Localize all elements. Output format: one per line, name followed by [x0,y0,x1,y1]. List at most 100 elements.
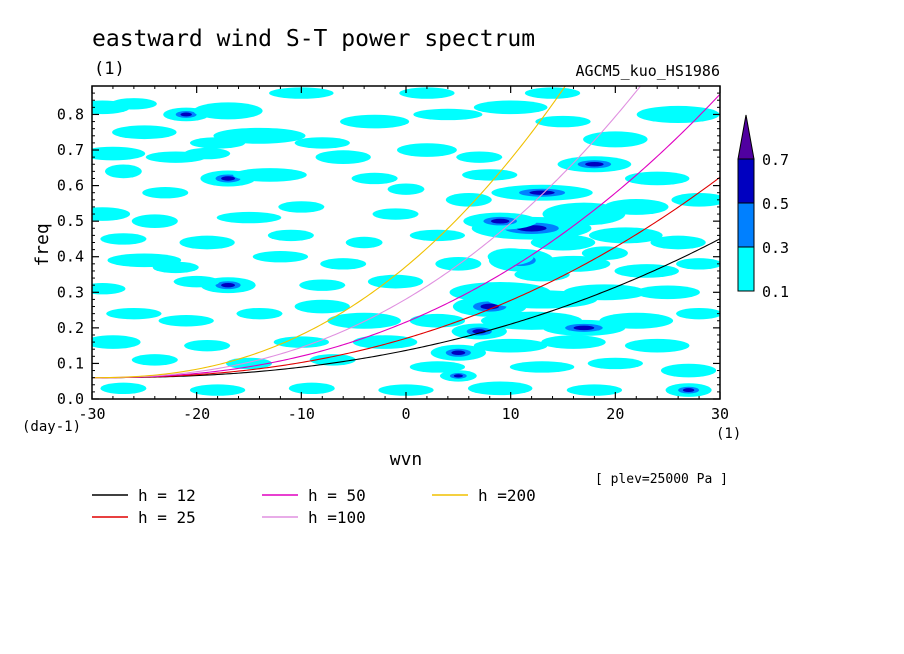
contour-blob-18 [583,131,648,148]
contour-blob-100 [269,87,334,99]
contour-blob-27-core [529,190,555,195]
model-label: AGCM5_kuo_HS1986 [576,62,721,80]
contour-blob-68 [236,307,283,320]
y-tick-label: 0.8 [57,105,84,123]
y-tick-label: 0.6 [57,177,84,195]
contour-blob-58 [173,275,220,288]
contour-blob-32 [372,208,419,220]
legend-label-h50: h = 50 [308,486,366,505]
contour-blob-12 [92,146,146,161]
contour-blob-95 [378,384,434,396]
x-unit-label: (1) [716,426,741,442]
contour-blob-29 [131,214,178,228]
contour-blob-23 [351,172,398,185]
contour-blob-49 [152,261,199,274]
contour-blob-41 [267,229,314,242]
contour-blob-99 [524,87,581,99]
contour-blob-11 [535,115,591,128]
y-tick-label: 0.5 [57,212,84,230]
contour-blob-22 [233,168,307,182]
contour-blob-21-core [221,176,235,181]
x-tick-label: 30 [711,405,729,423]
contour-blob-8 [340,114,410,129]
contour-blob-92 [100,382,147,395]
colorbar-segment-0 [737,246,755,292]
dispersion-curves-layer [92,86,720,379]
contour-blob-38-core [490,218,510,224]
contour-blob-86 [309,354,356,366]
curve-legend: h = 12 h = 25 h = 50 h =100 h =200 [92,486,536,527]
contour-blob-35 [604,198,669,215]
contour-blob-16 [396,143,457,157]
contour-blob-25-core [585,162,604,167]
contour-blob-65 [635,285,700,300]
y-tick-label: 0.3 [57,283,84,301]
y-tick-label: 0.7 [57,141,84,159]
contour-blob-79 [352,335,418,349]
colorbar-segment-1 [737,202,755,248]
contour-blob-14 [184,147,231,160]
contour-blob-98-core [682,388,695,393]
contour-blob-33 [445,192,492,207]
contour-blob-78 [273,336,329,348]
contour-blob-6 [213,127,306,144]
dispersion-curve-h25 [92,176,720,379]
contour-blob-89 [587,357,643,370]
contour-blob-45 [588,227,663,244]
contour-blob-85 [225,357,273,370]
x-tick-label: -10 [288,405,315,423]
contour-blob-73 [599,312,674,329]
contour-blob-69 [327,312,401,329]
contour-blob-82 [541,335,606,349]
x-axis-label: wvn [390,449,423,470]
x-tick-label: 10 [502,405,520,423]
contour-blob-3 [193,102,263,120]
contour-blob-44 [530,234,596,251]
contour-blob-91-core [453,374,463,378]
contour-blob-94 [288,382,335,395]
y-axis-ticks: 0.0 0.1 0.2 0.3 0.4 0.5 0.6 0.7 0.8 [57,92,720,408]
contour-blob-1 [110,98,157,110]
colorbar-arrow [737,114,755,160]
x-tick-label: 0 [401,405,410,423]
colorbar-label: 0.7 [762,151,789,169]
y-tick-label: 0.0 [57,390,84,408]
contour-blob-55 [676,258,720,270]
contour-blob-88 [509,361,575,373]
x-tick-label: -20 [183,405,210,423]
contour-blob-96 [467,381,533,396]
contour-blob-59 [299,279,346,291]
contour-blob-46 [650,235,706,250]
contour-blob-31 [278,201,325,213]
contour-blob-9 [413,108,483,121]
contour-blob-19 [636,105,720,123]
x-tick-label: 20 [606,405,624,423]
plev-note: [ plev=25000 Pa ] [595,472,728,487]
contour-blob-52 [435,257,482,271]
colorbar-label: 0.5 [762,195,789,213]
contour-blob-90 [660,363,717,378]
contour-blob-20 [104,164,142,179]
contour-blob-77 [184,339,231,352]
contour-blob-93 [189,384,246,396]
contour-blob-17 [456,151,503,163]
contour-blob-107 [487,248,534,266]
colorbar: 0.1 0.3 0.5 0.7 [737,114,789,301]
contour-blob-50 [252,251,309,263]
y-tick-label: 0.2 [57,319,84,337]
contour-blob-54 [614,264,679,278]
contour-blob-2-core [180,112,192,117]
contour-blob-24 [462,169,518,181]
contour-blob-103 [387,183,425,195]
contour-blob-97 [566,384,623,396]
contour-blob-70 [409,313,466,328]
contour-blob-81 [473,338,548,353]
colorbar-segment-2 [737,158,755,204]
legend-label-h200: h =200 [478,486,536,505]
contour-blob-87 [409,361,466,373]
contour-fill-layer [92,87,720,397]
y-tick-label: 0.4 [57,248,84,266]
legend-label-h25: h = 25 [138,508,196,527]
dispersion-curve-h100 [92,86,642,379]
